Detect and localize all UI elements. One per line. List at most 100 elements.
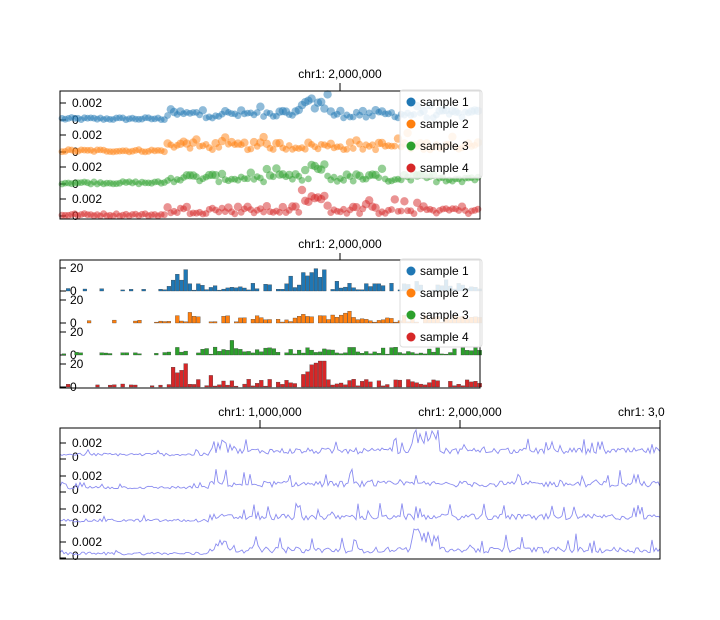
- bar-mark: [99, 352, 104, 356]
- scatter-point: [320, 104, 329, 113]
- bar-mark: [368, 286, 373, 292]
- scatter-point: [390, 195, 399, 204]
- panel-frame: [59, 427, 661, 560]
- track-tick-label: 0.002: [72, 128, 102, 142]
- bar-mark: [301, 272, 306, 292]
- bar-mark: [78, 352, 83, 356]
- scatter-point: [256, 102, 265, 111]
- bar-mark: [280, 321, 285, 324]
- track-tick-label: 0: [72, 549, 79, 563]
- bar-mark: [242, 287, 247, 292]
- bar-mark: [313, 352, 318, 356]
- track-tick-label: 0.002: [72, 192, 102, 206]
- bar-mark: [423, 353, 428, 356]
- bar-mark: [280, 384, 285, 388]
- bar-mark: [465, 350, 470, 356]
- legend-entry: sample 3: [420, 308, 469, 322]
- bar-mark: [385, 317, 390, 324]
- bar-mark: [397, 379, 402, 388]
- bar-mark: [414, 382, 419, 388]
- bar-mark: [406, 351, 411, 356]
- bar-mark: [120, 289, 125, 292]
- scatter-point: [215, 178, 223, 186]
- scatter-point: [215, 144, 223, 151]
- bar-mark: [112, 319, 117, 324]
- bar-mark: [246, 351, 251, 356]
- scatter-point: [320, 191, 329, 201]
- bar-mark: [187, 283, 192, 292]
- scatter-point: [161, 211, 168, 219]
- bar-mark: [410, 352, 415, 356]
- bar-mark: [66, 288, 71, 292]
- bar-mark: [347, 380, 352, 388]
- bar-mark: [234, 348, 239, 356]
- bar-mark: [267, 319, 272, 324]
- bar-mark: [242, 351, 247, 356]
- legend: sample 1 sample 2 sample 3 sample 4: [399, 258, 483, 348]
- bar-mark: [255, 383, 260, 388]
- scatter-point: [352, 203, 361, 212]
- track-tick-label: 0.002: [72, 535, 102, 549]
- bar-mark: [263, 284, 268, 292]
- bar-mark: [297, 316, 302, 324]
- track-tick-label: 0: [72, 483, 79, 497]
- bar-mark: [175, 372, 180, 388]
- bar-mark: [229, 287, 234, 292]
- bar-mark: [208, 353, 213, 356]
- bar-mark: [276, 319, 281, 324]
- bar-mark: [162, 289, 167, 292]
- bar-mark: [393, 347, 398, 356]
- bar-mark: [175, 274, 180, 292]
- bar-mark: [339, 382, 344, 388]
- scatter-point: [377, 164, 387, 173]
- bar-mark: [406, 379, 411, 388]
- bar-mark: [217, 351, 222, 356]
- track-tick-label: 0.002: [72, 436, 102, 450]
- bar-mark: [326, 379, 331, 388]
- scatter-point: [305, 175, 312, 183]
- scatter-point: [259, 132, 268, 142]
- bar-mark: [234, 385, 239, 388]
- bar-mark: [473, 347, 478, 356]
- bar-mark: [112, 384, 117, 388]
- track-tick-label: 20: [70, 357, 84, 371]
- legend-marker: [406, 163, 416, 173]
- scatter-point: [161, 148, 168, 156]
- bar-mark: [183, 269, 188, 292]
- bar-mark: [154, 353, 159, 356]
- legend-box: [399, 89, 483, 179]
- bar-mark: [330, 314, 335, 324]
- bar-mark: [213, 321, 218, 324]
- bar-mark: [66, 384, 71, 388]
- scatter-point: [209, 146, 216, 154]
- bar-mark: [372, 351, 377, 356]
- bar-mark: [284, 380, 289, 388]
- top-axis-label: chr1: 2,000,000: [418, 405, 502, 419]
- bar-mark: [393, 379, 398, 388]
- scatter-point: [246, 168, 255, 177]
- bar-mark: [133, 352, 138, 356]
- scatter-point: [317, 97, 326, 107]
- scatter-point: [198, 106, 207, 115]
- bar-mark: [452, 348, 457, 356]
- bar-mark: [179, 320, 184, 324]
- scatter-point: [253, 109, 261, 116]
- bar-mark: [225, 287, 230, 292]
- top-axis-label: chr1: 1,000,000: [218, 405, 302, 419]
- bar-mark: [221, 316, 226, 324]
- bar-mark: [166, 321, 171, 324]
- scatter-point: [233, 202, 243, 211]
- line-track-panel: chr1: 1,000,000 chr1: 2,000,000 chr1: 3,0 …: [59, 405, 665, 563]
- bar-mark: [179, 351, 184, 356]
- bar-mark: [397, 352, 402, 356]
- bar-mark: [351, 347, 356, 356]
- bar-mark: [196, 283, 201, 292]
- bar-mark: [259, 317, 264, 324]
- bar-mark: [108, 353, 113, 356]
- top-axis-label: chr1: 2,000,000: [298, 237, 382, 251]
- bar-mark: [473, 381, 478, 388]
- bar-mark: [318, 277, 323, 292]
- bar-mark: [469, 350, 474, 356]
- bar-mark: [372, 283, 377, 292]
- track-tick-label: 0.002: [72, 469, 102, 483]
